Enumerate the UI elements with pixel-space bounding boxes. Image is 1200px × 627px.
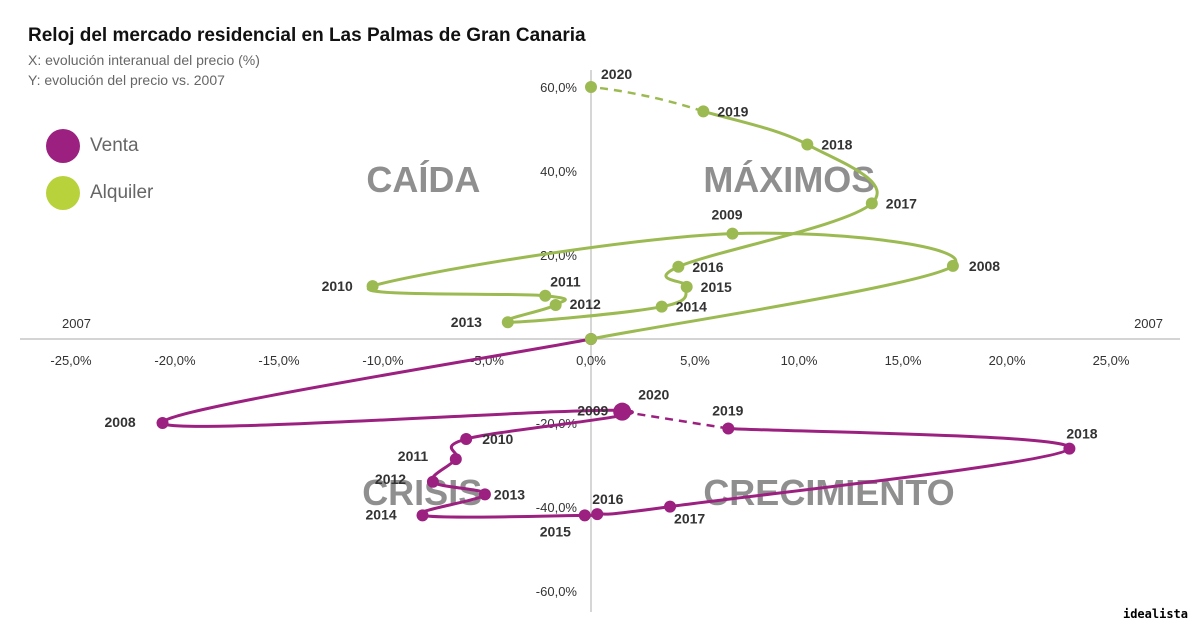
data-point-venta-2013 [478,488,491,501]
x-tick-label: 0,0% [576,353,606,368]
data-point-venta-2011 [449,453,462,466]
quadrant-label-caida: CAÍDA [366,159,480,200]
data-point-alquiler-2020 [585,81,597,93]
data-label-venta-2019: 2019 [712,402,743,418]
data-label-alquiler-2017: 2017 [886,195,917,211]
x-tick-label: 25,0% [1093,353,1130,368]
series-line-forecast-alquiler [590,85,704,113]
data-point-alquiler-2009 [726,227,739,240]
data-point-alquiler-2012 [549,298,562,311]
x-axis-right-label: 2007 [1134,316,1163,331]
data-point-venta-2008 [156,417,169,429]
x-tick-label: 20,0% [989,353,1026,368]
legend-label-venta: Venta [90,135,139,156]
data-label-alquiler-2011: 2011 [550,274,581,290]
data-label-alquiler-2018: 2018 [821,137,852,153]
data-point-alquiler-2015 [680,280,693,293]
x-tick-label: -15,0% [258,353,300,368]
x-tick-label: 10,0% [781,353,818,368]
data-label-alquiler-2020: 2020 [601,66,632,82]
data-label-venta-2015: 2015 [540,523,571,539]
data-point-alquiler-2008 [946,259,959,272]
data-point-alquiler-2011 [539,289,552,302]
data-point-venta-2020 [613,402,632,421]
data-point-venta-2016 [591,508,604,521]
data-label-alquiler-2009: 2009 [711,207,742,223]
y-tick-label: 40,0% [540,164,577,179]
x-tick-label: -25,0% [50,353,92,368]
data-label-venta-2017: 2017 [674,511,705,527]
data-point-venta-2017 [664,500,677,513]
data-point-alquiler-2014 [655,300,668,313]
y-tick-label: -60,0% [536,584,578,599]
data-label-venta-2016: 2016 [592,491,623,507]
data-point-alquiler-2007 [585,333,597,345]
data-point-venta-2018 [1063,442,1076,455]
data-label-alquiler-2013: 2013 [451,314,482,330]
data-point-alquiler-2017 [865,197,878,210]
data-point-venta-2019 [722,422,735,435]
data-label-venta-2020: 2020 [638,387,669,403]
data-label-alquiler-2010: 2010 [322,278,353,294]
data-point-alquiler-2019 [697,105,710,118]
data-point-venta-2014 [416,509,429,522]
x-tick-label: -10,0% [362,353,404,368]
legend-label-alquiler: Alquiler [90,182,154,203]
data-label-alquiler-2016: 2016 [692,259,723,275]
data-label-venta-2018: 2018 [1066,426,1097,442]
x-axis-left-label: 2007 [62,316,91,331]
chart-title: Reloj del mercado residencial en Las Pal… [28,25,586,46]
data-label-alquiler-2012: 2012 [570,296,601,312]
legend-swatch-alquiler [46,176,80,210]
data-label-alquiler-2008: 2008 [969,258,1000,274]
x-tick-label: -20,0% [154,353,196,368]
data-label-alquiler-2014: 2014 [676,299,707,315]
quadrant-label-crisis: CRISIS [362,472,482,513]
data-point-venta-2015 [578,509,591,522]
brand-logo: idealista [1122,607,1188,621]
data-point-venta-2012 [426,475,439,488]
x-tick-label: 15,0% [885,353,922,368]
data-point-alquiler-2016 [672,260,685,273]
data-label-venta-2011: 2011 [398,448,429,464]
data-label-venta-2008: 2008 [105,414,136,430]
data-point-alquiler-2018 [801,138,814,151]
data-label-venta-2014: 2014 [366,506,397,522]
data-label-venta-2010: 2010 [482,431,513,447]
y-axis-description: Y: evolución del precio vs. 2007 [28,72,225,88]
data-point-alquiler-2010 [366,280,379,293]
data-label-venta-2012: 2012 [375,471,406,487]
data-point-venta-2010 [460,432,473,445]
y-tick-label: -40,0% [536,500,578,515]
data-label-alquiler-2015: 2015 [701,279,732,295]
y-tick-label: 60,0% [540,80,577,95]
data-label-venta-2009: 2009 [577,402,608,418]
x-tick-label: 5,0% [680,353,710,368]
data-label-venta-2013: 2013 [494,486,525,502]
data-label-alquiler-2019: 2019 [717,103,748,119]
data-point-alquiler-2013 [501,316,514,329]
legend-swatch-venta [46,129,80,163]
quadrant-label-crecimiento: CRECIMIENTO [703,472,954,513]
x-axis-description: X: evolución interanual del precio (%) [28,52,260,68]
